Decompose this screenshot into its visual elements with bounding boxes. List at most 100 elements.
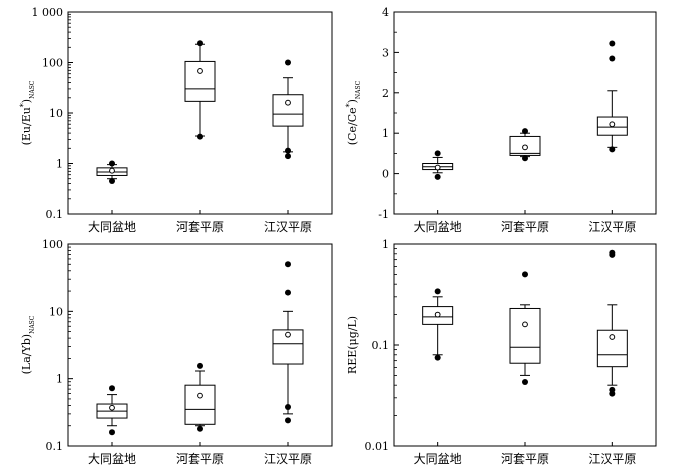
category-label: 大同盆地 [88,452,136,466]
y-tick-label: 100 [42,57,63,70]
box-1 [422,288,454,361]
category-label: 江汉平原 [264,220,312,234]
y-tick-label: 0.1 [46,208,64,221]
y-axis-label-close: ) [20,99,33,103]
chart-panel-1: 0.1 1 10 100 1 000 大同盆地 河套平原 江汉平原 (Eu/Eu*)NASC [19,6,333,234]
mean-marker [109,404,115,411]
y-axis-label-main: (La/Yb) [20,334,33,374]
y-tick-label: 1 000 [32,6,64,19]
outlier-point [285,289,291,296]
box-2 [509,128,541,162]
y-tick-label: 4 [382,6,389,19]
outlier-point [522,155,528,162]
y-axis-label-close: ) [346,99,359,103]
iqr-box [509,307,541,364]
y-tick-label: 1 [56,158,63,171]
outlier-point [434,150,441,157]
category-label: 江汉平原 [588,452,636,466]
outlier-point [434,354,441,361]
outlier-point [522,128,528,135]
outlier-point [197,425,203,432]
mean-marker [609,121,616,128]
y-axis-label: REE(μg/L) [346,316,359,374]
box-1 [422,150,454,180]
mean-marker [434,164,441,171]
box-1 [96,160,128,185]
y-axis-label-main: (Ce/Ce [346,107,359,145]
category-label: 大同盆地 [414,220,462,234]
y-tick-label: 2 [382,87,389,100]
outlier-point [109,385,115,392]
y-tick-label: 0.1 [372,339,390,352]
y-tick-label: 1 [56,373,63,386]
mean-marker [522,144,528,151]
y-tick-label: 10 [49,107,63,120]
box-2 [184,40,216,140]
y-axis-label: (Eu/Eu*)NASC [19,80,36,145]
mean-marker [109,167,115,174]
y-tick-label: 0.01 [365,440,390,453]
outlier-point [285,261,291,268]
outlier-point [609,40,616,47]
box-3 [596,249,628,397]
category-label: 河套平原 [501,220,549,234]
y-axis-label-sub: NASC [355,80,362,99]
outlier-point [285,59,291,66]
outlier-point [109,429,115,436]
iqr-box [272,329,304,365]
chart-panel-4: 0.01 0.1 1 大同盆地 河套平原 江汉平原 REE(μg/L) [346,238,657,466]
outlier-point [285,417,291,424]
category-label: 河套平原 [501,452,549,466]
y-tick-label: 1 [382,127,389,140]
outlier-point [285,153,291,160]
mean-marker [609,334,616,340]
y-tick-label: -1 [378,208,389,221]
y-axis-label-sup: * [345,103,354,107]
y-tick-label: 0.1 [46,440,64,453]
box-3 [272,59,304,160]
iqr-box [184,60,216,102]
box-3 [272,261,304,424]
outlier-point [522,271,528,278]
outlier-point [109,160,115,167]
outlier-point [434,173,441,180]
category-label: 河套平原 [176,220,224,234]
mean-marker [434,311,441,318]
outlier-point [434,288,441,295]
category-label: 大同盆地 [414,452,462,466]
chart-panel-3: 0.1 1 10 100 大同盆地 河套平原 江汉平原 (La/Yb)NASC [20,238,333,466]
y-axis-label: (La/Yb)NASC [20,315,36,374]
y-axis-label-sup: * [19,103,28,107]
outlier-point [609,249,616,256]
y-axis-label-main: REE(μg/L) [346,316,359,374]
y-axis-label-main: (Eu/Eu [20,107,33,145]
mean-marker [285,99,291,106]
outlier-point [609,55,616,62]
outlier-point [285,147,291,154]
box-1 [96,385,128,436]
y-tick-label: 10 [49,305,63,318]
y-tick-label: 0 [382,168,389,181]
iqr-box [272,94,304,127]
iqr-box [184,384,216,425]
outlier-point [109,178,115,185]
outlier-point [197,40,203,47]
y-tick-label: 3 [382,46,389,59]
category-label: 大同盆地 [88,220,136,234]
y-axis-label: (Ce/Ce*)NASC [345,80,362,145]
category-label: 江汉平原 [588,220,636,234]
outlier-point [609,146,616,153]
mean-marker [197,392,203,399]
outlier-point [197,133,203,140]
y-axis-label-sub: NASC [29,80,36,99]
outlier-point [522,379,528,386]
box-2 [184,362,216,432]
y-tick-label: 100 [42,238,63,251]
outlier-point [197,362,203,369]
mean-marker [197,68,203,74]
category-label: 河套平原 [176,452,224,466]
mean-marker [285,331,291,338]
box-3 [596,40,628,153]
outlier-point [285,403,291,410]
